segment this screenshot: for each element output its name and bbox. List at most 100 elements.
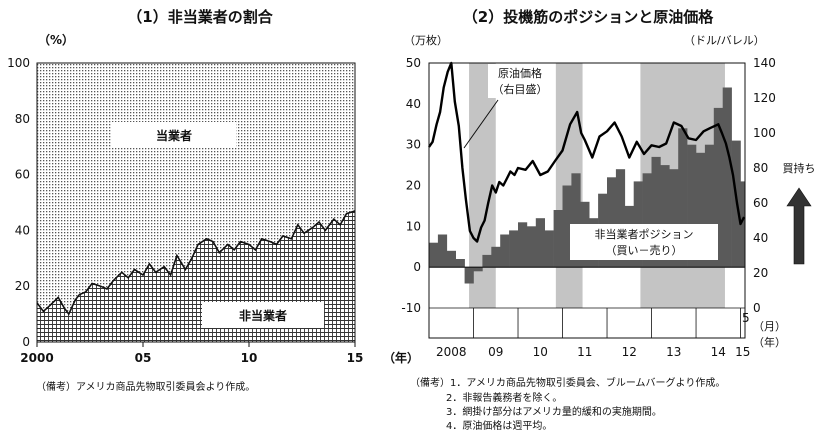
position-bar-8 [500, 234, 510, 268]
oil-annotation-line1: 原油価格 [498, 66, 542, 80]
right-year-axis: 2008 09 10 11 12 13 14 15 [436, 308, 750, 359]
year-label-6: 14 [711, 345, 726, 359]
position-bar-14 [553, 210, 563, 268]
buy-hold-arrow-icon [786, 187, 812, 265]
position-bar-5 [473, 267, 483, 272]
right-left-y-tick-label-2: 10 [406, 219, 421, 233]
oil-annotation-pointer [463, 99, 499, 149]
left-y-tick-label-0: 0 [22, 335, 30, 349]
right-left-y-tick-label-0: -10 [401, 301, 421, 315]
position-bar-25 [651, 156, 661, 268]
right-left-y-tick-label-4: 30 [406, 138, 421, 152]
right-right-y-tick-label-6: 120 [753, 91, 776, 105]
month-unit: （月） [753, 320, 786, 333]
position-bar-9 [509, 230, 519, 268]
non-commercial-label: 非当業者 [239, 308, 287, 323]
position-bar-15 [562, 185, 572, 268]
position-bar-3 [455, 259, 465, 268]
position-bar-2 [446, 250, 456, 268]
year-unit-left: （年） [383, 350, 419, 365]
left-y-tick-label-5: 100 [7, 56, 30, 70]
position-bar-32 [713, 107, 723, 268]
oil-annotation-line2: （右目盛） [493, 82, 548, 96]
non-commercial-label-box [202, 302, 324, 328]
left-chart-title: （1）非当業者の割合 [127, 8, 273, 26]
year-unit-right: （年） [753, 335, 786, 349]
right-right-y-tick-label-1: 20 [753, 266, 768, 280]
non-commercial-share-line [36, 210, 356, 316]
left-y-tick-label-2: 40 [15, 223, 30, 237]
left-y-tick-label-4: 80 [15, 112, 30, 126]
left-x-tick-label-3: 15 [347, 351, 364, 365]
position-annotation-line1: 非当業者ポジション [595, 227, 694, 241]
right-right-y-tick-label-7: 140 [753, 56, 776, 70]
year-label-5: 13 [666, 345, 681, 359]
position-bar-30 [696, 152, 706, 268]
right-right-y-tick-label-4: 80 [753, 161, 768, 175]
left-x-axis: 2000 05 10 15 [20, 342, 363, 365]
position-bar-4 [464, 267, 474, 284]
position-bar-0 [429, 242, 439, 268]
position-bar-26 [660, 165, 670, 268]
position-bar-35 [740, 181, 746, 268]
right-panel: （2）投機筋のポジションと原油価格 （万枚） （ドル/バレル） -10 0 10 20… [383, 8, 816, 432]
left-x-tick-label-0: 2000 [20, 351, 53, 365]
year-label-4: 12 [622, 345, 637, 359]
commercial-label-box [112, 122, 236, 148]
right-left-y-axis: -10 0 10 20 30 40 50 [401, 56, 421, 315]
position-bar-13 [544, 230, 554, 268]
right-left-y-tick-label-3: 20 [406, 179, 421, 193]
position-bar-12 [535, 218, 545, 268]
left-y-tick-label-1: 20 [15, 279, 30, 293]
position-bar-28 [678, 128, 688, 268]
position-bar-33 [722, 87, 732, 268]
position-bar-31 [704, 144, 715, 268]
left-y-unit: （%） [38, 32, 74, 47]
year-label-3: 11 [577, 345, 592, 359]
right-right-y-axis: 0 20 40 60 80 100 120 140 [753, 56, 776, 315]
buy-hold-label: 買持ち [783, 161, 816, 175]
right-left-y-tick-label-5: 40 [406, 97, 421, 111]
position-annotation-box [570, 224, 718, 260]
right-chart-title: （2）投機筋のポジションと原油価格 [463, 8, 714, 26]
right-footnote-4: 4．原油価格は週平均。 [446, 419, 552, 432]
right-left-y-unit: （万枚） [404, 33, 448, 47]
year-label-2: 10 [533, 345, 548, 359]
right-plot-border [428, 62, 746, 339]
left-x-tick-label-2: 10 [241, 351, 258, 365]
position-bar-16 [571, 173, 581, 268]
left-panel: （1）非当業者の割合 （%） 0 20 40 60 80 100 2000 05 10 15 当… [7, 8, 363, 393]
position-bar-21 [615, 169, 626, 268]
year-label-0: 2008 [436, 345, 467, 359]
right-right-y-tick-label-5: 100 [753, 126, 776, 140]
right-right-y-tick-label-0: 0 [753, 301, 761, 315]
position-bar-24 [642, 173, 652, 268]
commercial-label: 当業者 [156, 128, 192, 143]
right-footnote-2: 2．非報告義務者を除く。 [446, 391, 562, 404]
position-bar-27 [669, 169, 679, 268]
right-right-y-tick-label-2: 40 [753, 231, 768, 245]
position-bar-6 [482, 254, 492, 268]
left-footnote: （備考）アメリカ商品先物取引委員会より作成。 [36, 380, 255, 393]
right-right-y-unit: （ドル/バレル） [684, 34, 765, 47]
position-bar-29 [687, 144, 697, 268]
position-bar-20 [607, 177, 617, 268]
right-left-y-tick-label-6: 50 [406, 56, 421, 70]
right-footnote-1: （備考）1．アメリカ商品先物取引委員会、ブルームバーグより作成。 [410, 376, 725, 389]
position-bar-10 [518, 222, 528, 268]
position-bar-7 [491, 246, 501, 268]
position-bar-11 [526, 226, 537, 268]
right-right-y-tick-label-3: 60 [753, 196, 768, 210]
position-bar-1 [437, 234, 448, 268]
right-left-y-tick-label-1: 0 [413, 260, 421, 274]
left-y-axis: 0 20 40 60 80 100 [7, 56, 30, 349]
oil-price-line [428, 61, 746, 243]
left-plot-border [36, 62, 356, 343]
month-tick-label: 5 [742, 311, 750, 325]
position-annotation-line2: （買い－売り） [606, 244, 683, 257]
left-x-tick-label-1: 05 [135, 351, 152, 365]
oil-annotation-box [488, 64, 552, 98]
right-footnote-3: 3．網掛け部分はアメリカ量的緩和の実施期間。 [446, 405, 662, 418]
year-label-7: 15 [735, 345, 750, 359]
